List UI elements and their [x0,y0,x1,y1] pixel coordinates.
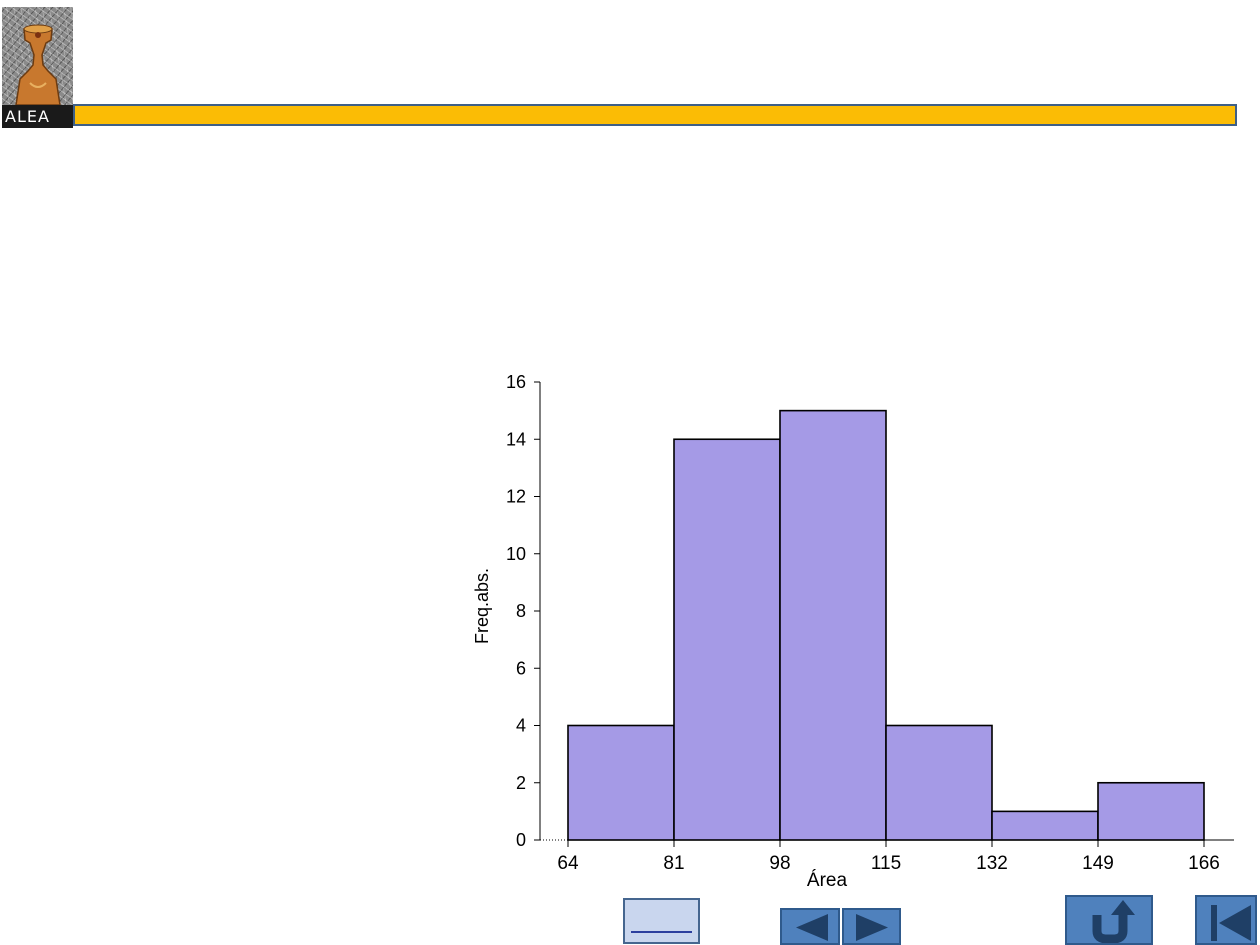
histogram-bar [673,438,781,841]
x-tick-label: 64 [557,853,579,874]
histogram-bar [1097,781,1205,841]
y-axis-label: Freq.abs. [472,568,492,644]
triangle-left-icon [796,914,828,941]
first-slide-button[interactable] [1195,895,1257,945]
y-tick-label: 12 [506,487,526,507]
axes-group: 0 2 4 6 8 10 12 14 16 64 81 98 115 132 149 166 [506,372,1234,874]
y-tick-label: 6 [516,658,526,678]
histogram-bar [779,409,887,841]
y-tick-label: 8 [516,601,526,621]
triangle-right-icon [856,914,888,941]
histogram-chart: 0 2 4 6 8 10 12 14 16 64 81 98 115 132 149 166 Freq.abs… [472,372,1234,891]
alea-logo: ALEA [2,7,73,128]
u-turn-arrow-icon [1092,900,1135,943]
y-tick-label: 2 [516,773,526,793]
x-axis-label: Área [807,870,848,891]
next-button[interactable] [842,908,901,945]
x-tick-label: 81 [663,853,684,874]
bars-group [567,409,1205,841]
blank-link-button[interactable] [623,898,700,944]
x-tick-label: 166 [1188,853,1220,874]
y-tick-label: 4 [516,716,526,736]
skip-to-start-icon [1211,905,1251,941]
previous-button[interactable] [780,908,840,945]
y-tick-label: 14 [506,429,526,449]
x-tick-label: 98 [769,853,790,874]
y-tick-label: 10 [506,544,526,564]
histogram-bar [567,724,675,841]
header-bar [73,104,1237,126]
histogram-bar [991,810,1099,841]
chalice-figure-icon [15,24,61,105]
y-tick-label: 0 [516,830,526,850]
x-tick-label: 149 [1082,853,1114,874]
x-tick-label: 115 [871,853,901,874]
x-tick-label: 132 [976,853,1008,874]
y-tick-label: 16 [506,372,526,392]
underline-mark [631,931,692,933]
return-button[interactable] [1065,895,1153,945]
logo-label: ALEA [2,105,73,128]
histogram-bar [885,724,993,841]
